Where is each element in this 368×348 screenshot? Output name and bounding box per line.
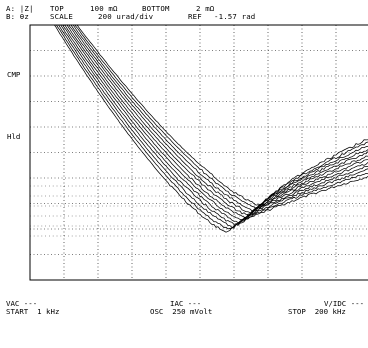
impedance-plot <box>29 24 368 281</box>
analyzer-screen: A: |Z| TOP 100 mΩ BOTTOM 2 mΩ B: θz SCAL… <box>6 4 368 316</box>
impedance-trace <box>60 25 368 225</box>
impedance-trace <box>76 25 368 208</box>
channel-a-label: A: |Z| <box>6 4 34 13</box>
top-key: TOP <box>50 4 64 13</box>
start-frequency: START 1 kHz <box>6 307 60 316</box>
stop-frequency: STOP 200 kHz <box>288 307 346 316</box>
impedance-trace <box>66 25 368 219</box>
impedance-trace <box>58 25 368 228</box>
trace-group <box>53 25 368 233</box>
impedance-trace <box>64 25 368 220</box>
bottom-key: BOTTOM <box>142 4 170 13</box>
impedance-trace <box>55 25 368 230</box>
hld-label: Hld <box>7 132 21 141</box>
impedance-trace <box>70 25 368 214</box>
header-line-b: B: θz SCALE 200 urad/div REF -1.57 rad <box>6 13 366 21</box>
footer-line-1: VAC --- IAC --- V/IDC --- <box>6 300 368 308</box>
bottom-value: 2 mΩ <box>196 4 215 13</box>
ref-key: REF <box>188 12 202 21</box>
footer-line-2: START 1 kHz OSC 250 mVolt STOP 200 kHz <box>6 308 368 316</box>
impedance-trace <box>62 25 368 224</box>
ref-value: -1.57 rad <box>214 12 256 21</box>
vac-label: VAC --- <box>6 299 38 308</box>
scale-key: SCALE <box>50 12 73 21</box>
impedance-trace <box>53 25 368 233</box>
header-line-a: A: |Z| TOP 100 mΩ BOTTOM 2 mΩ <box>6 5 366 13</box>
plot-grid <box>30 25 368 280</box>
plot-frame <box>29 24 368 281</box>
iac-label: IAC --- <box>170 299 202 308</box>
vidc-label: V/IDC --- <box>324 299 365 308</box>
scale-value: 200 urad/div <box>98 12 154 21</box>
impedance-trace <box>74 25 368 209</box>
top-value: 100 mΩ <box>90 4 118 13</box>
osc-level: OSC 250 mVolt <box>150 307 213 316</box>
channel-b-label: B: θz <box>6 12 29 21</box>
impedance-trace <box>68 25 368 215</box>
cmp-label: CMP <box>7 70 21 79</box>
